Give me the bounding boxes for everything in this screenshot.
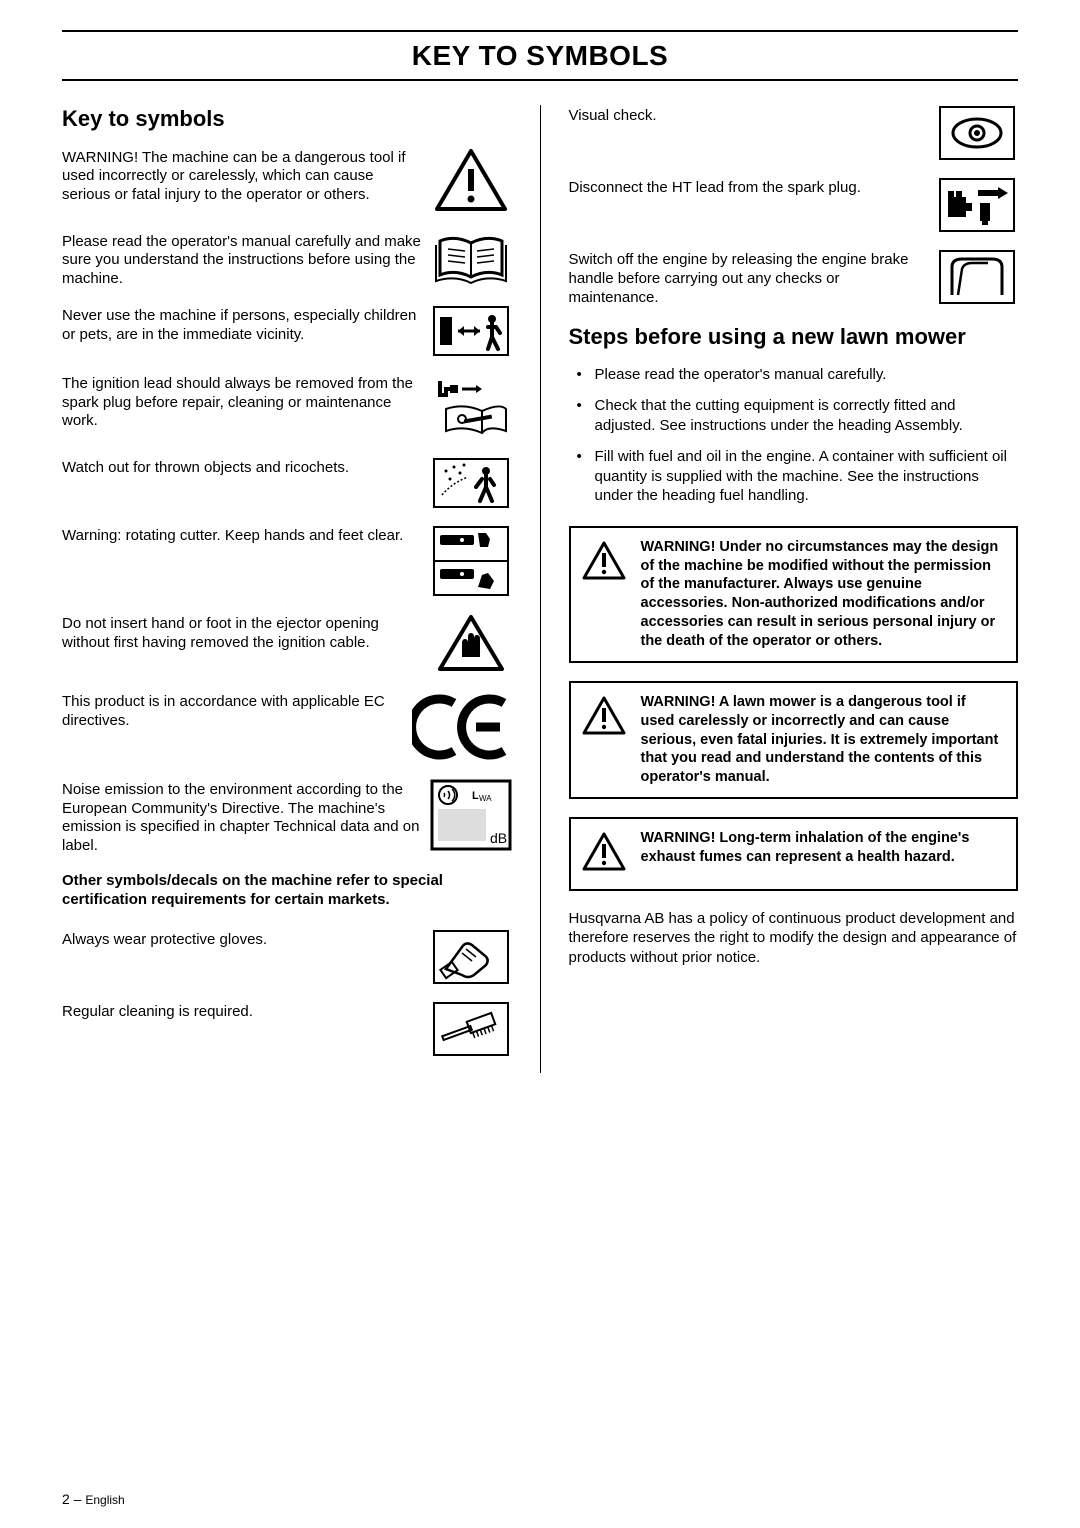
symbol-row: The ignition lead should always be remov… <box>62 373 512 441</box>
remove-sparkplug-service-icon <box>430 373 512 441</box>
hand-warning-icon <box>430 613 512 675</box>
engine-brake-handle-icon <box>936 249 1018 305</box>
svg-text:dB: dB <box>490 830 507 846</box>
husqvarna-policy-note: Husqvarna AB has a policy of continuous … <box>569 909 1019 968</box>
visual-check-icon <box>936 105 1018 161</box>
svg-text:L: L <box>472 790 479 802</box>
warning-text: WARNING! Long-term inhalation of the eng… <box>641 829 1003 867</box>
symbol-row: Always wear protective gloves. <box>62 929 512 985</box>
list-item: Check that the cutting equipment is corr… <box>569 396 1019 435</box>
noise-emission-icon: L WA dB <box>430 779 512 851</box>
symbol-text: This product is in accordance with appli… <box>62 691 404 731</box>
symbol-row: Never use the machine if persons, especi… <box>62 305 512 357</box>
symbol-row: Please read the operator's manual carefu… <box>62 231 512 289</box>
disconnect-sparkplug-icon <box>936 177 1018 233</box>
symbol-row: Watch out for thrown objects and ricoche… <box>62 457 512 509</box>
page-language: English <box>85 1493 124 1507</box>
rotating-cutter-icon <box>430 525 512 597</box>
symbol-row: Regular cleaning is required. <box>62 1001 512 1057</box>
warning-box: WARNING! A lawn mower is a dangerous too… <box>569 681 1019 799</box>
symbol-row: This product is in accordance with appli… <box>62 691 512 763</box>
warning-text: WARNING! A lawn mower is a dangerous too… <box>641 693 1003 787</box>
list-item: Please read the operator's manual carefu… <box>569 365 1019 385</box>
protective-gloves-icon <box>430 929 512 985</box>
warning-triangle-icon <box>581 538 627 588</box>
symbol-text: Regular cleaning is required. <box>62 1001 422 1022</box>
symbol-row: Do not insert hand or foot in the ejecto… <box>62 613 512 675</box>
symbol-text: Never use the machine if persons, especi… <box>62 305 422 345</box>
section-heading-steps: Steps before using a new lawn mower <box>569 323 1019 351</box>
symbol-text: Visual check. <box>569 105 929 126</box>
warning-box: WARNING! Under no circumstances may the … <box>569 526 1019 663</box>
warning-triangle-icon <box>430 147 512 215</box>
certification-note: Other symbols/decals on the machine refe… <box>62 872 512 910</box>
ce-mark-icon <box>412 691 512 763</box>
symbol-text: Warning: rotating cutter. Keep hands and… <box>62 525 422 546</box>
symbol-text: Do not insert hand or foot in the ejecto… <box>62 613 422 653</box>
symbol-row: WARNING! The machine can be a dangerous … <box>62 147 512 215</box>
symbol-row: Disconnect the HT lead from the spark pl… <box>569 177 1019 233</box>
warning-triangle-icon <box>581 693 627 743</box>
symbol-row: Visual check. <box>569 105 1019 161</box>
symbol-text: Disconnect the HT lead from the spark pl… <box>569 177 929 198</box>
symbol-text: Switch off the engine by releasing the e… <box>569 249 929 307</box>
symbol-row: Switch off the engine by releasing the e… <box>569 249 1019 307</box>
symbol-text: Please read the operator's manual carefu… <box>62 231 422 289</box>
warning-triangle-icon <box>581 829 627 879</box>
svg-text:WA: WA <box>479 794 492 803</box>
symbol-row: Noise emission to the environment accord… <box>62 779 512 856</box>
section-heading-key-to-symbols: Key to symbols <box>62 105 512 133</box>
thrown-objects-icon <box>430 457 512 509</box>
right-column: Visual check. Disconnect the HT lead fro… <box>541 105 1019 1073</box>
left-column: Key to symbols WARNING! The machine can … <box>62 105 541 1073</box>
symbol-text: Watch out for thrown objects and ricoche… <box>62 457 422 478</box>
keep-distance-icon <box>430 305 512 357</box>
warning-text: WARNING! Under no circumstances may the … <box>641 538 1003 651</box>
read-manual-icon <box>430 231 512 289</box>
page-number: 2 – English <box>62 1491 125 1509</box>
symbol-text: Always wear protective gloves. <box>62 929 422 950</box>
list-item: Fill with fuel and oil in the engine. A … <box>569 447 1019 506</box>
symbol-text: Noise emission to the environment accord… <box>62 779 422 856</box>
page-title: KEY TO SYMBOLS <box>62 30 1018 81</box>
cleaning-brush-icon <box>430 1001 512 1057</box>
symbol-text: WARNING! The machine can be a dangerous … <box>62 147 422 205</box>
steps-list: Please read the operator's manual carefu… <box>569 365 1019 506</box>
page-number-value: 2 – <box>62 1491 81 1507</box>
symbol-row: Warning: rotating cutter. Keep hands and… <box>62 525 512 597</box>
symbol-text: The ignition lead should always be remov… <box>62 373 422 431</box>
two-column-layout: Key to symbols WARNING! The machine can … <box>62 105 1018 1073</box>
warning-box: WARNING! Long-term inhalation of the eng… <box>569 817 1019 891</box>
